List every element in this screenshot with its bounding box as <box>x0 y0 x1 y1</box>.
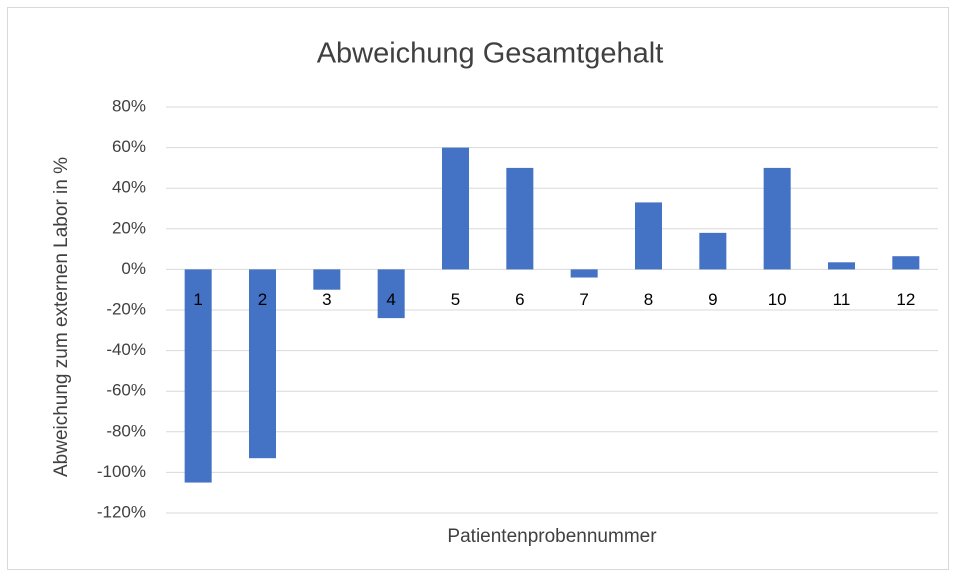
bar <box>892 256 920 270</box>
y-tick-label: 0% <box>121 259 146 278</box>
y-tick-label: 20% <box>112 218 146 237</box>
y-tick-label: -60% <box>106 381 146 400</box>
x-tick-label: 7 <box>579 290 588 309</box>
x-tick-label: 6 <box>515 290 524 309</box>
x-tick-label: 11 <box>833 290 851 309</box>
y-tick-label: 80% <box>112 96 146 115</box>
bar <box>506 167 534 270</box>
x-tick-label: 3 <box>322 290 331 309</box>
chart-title: Abweichung Gesamtgehalt <box>317 38 664 70</box>
bar <box>634 202 663 270</box>
bar <box>827 262 856 270</box>
x-tick-label: 9 <box>708 290 717 309</box>
bar <box>763 167 791 270</box>
bar <box>441 147 470 270</box>
y-tick-label: -120% <box>97 502 146 521</box>
chart-border <box>7 7 949 570</box>
bar <box>377 269 405 319</box>
x-tick-label: 10 <box>768 290 787 309</box>
bar <box>570 269 598 278</box>
x-tick-label: 8 <box>644 290 653 309</box>
y-tick-label: -80% <box>106 421 146 440</box>
y-axis-title: Abweichung zum externen Labor in % <box>51 157 72 477</box>
x-tick-label: 5 <box>451 290 460 309</box>
bar <box>313 269 341 290</box>
y-tick-label: 40% <box>112 178 146 197</box>
y-tick-label: 60% <box>112 137 146 156</box>
x-tick-label: 4 <box>386 290 395 309</box>
x-tick-label: 2 <box>258 290 267 309</box>
bar <box>248 269 277 459</box>
x-tick-label: 12 <box>896 290 915 309</box>
bar <box>699 232 727 270</box>
y-tick-label: -100% <box>97 462 146 481</box>
y-tick-label: -20% <box>106 299 146 318</box>
x-tick-label: 1 <box>193 290 202 309</box>
bar <box>184 269 212 483</box>
x-axis-title: Patientenprobennummer <box>447 526 657 547</box>
y-tick-label: -40% <box>106 340 146 359</box>
